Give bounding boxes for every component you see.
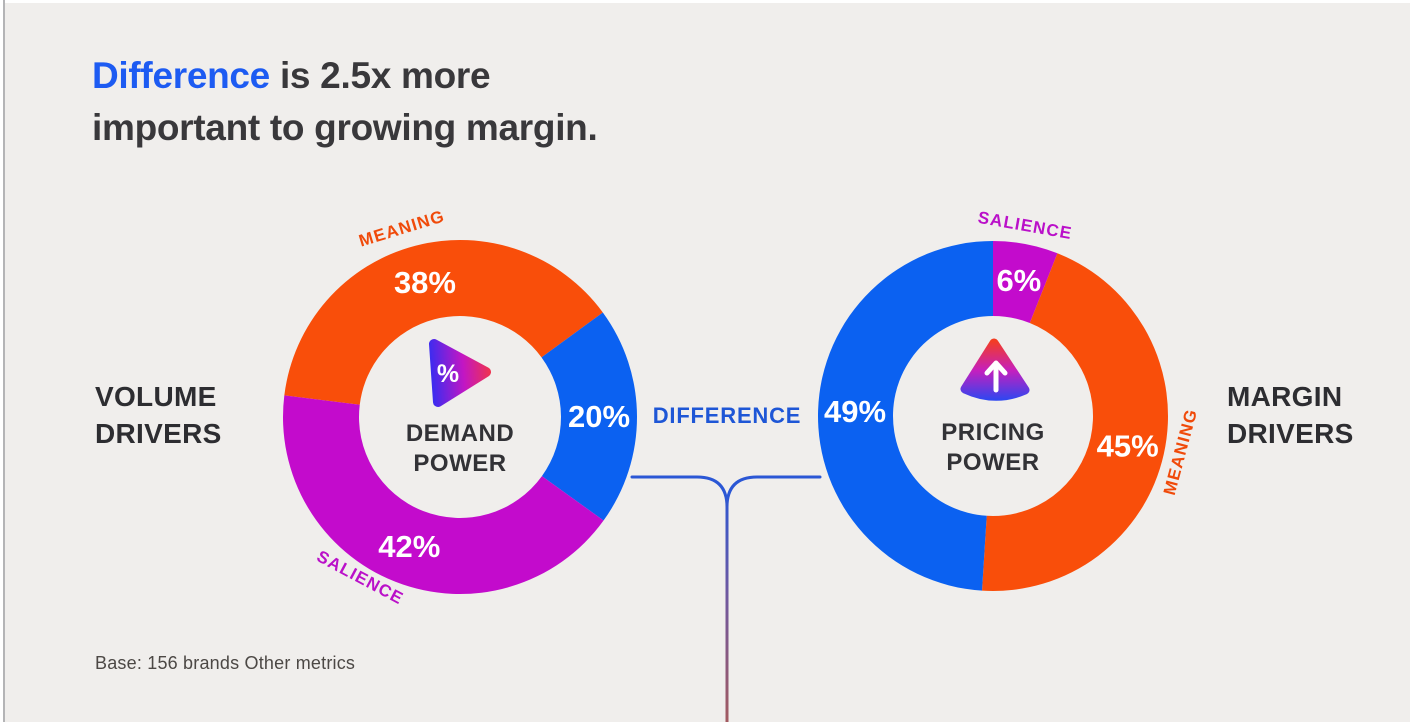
slice-value-label: 38%	[394, 265, 456, 300]
title-line1-rest: is 2.5x more	[269, 55, 491, 96]
window-left-edge	[0, 0, 5, 722]
slice-value-label: 20%	[568, 399, 630, 434]
volume-drivers-label: VOLUME DRIVERS	[95, 381, 222, 449]
connector-bracket	[630, 475, 822, 722]
margin-drivers-label: MARGIN DRIVERS	[1227, 381, 1354, 449]
percent-play-triangle-icon: %	[429, 339, 491, 407]
donut-slice-salience	[993, 241, 1058, 324]
slice-value-label: 45%	[1097, 429, 1159, 464]
title-line2: important to growing margin.	[92, 107, 598, 148]
slice-value-label: 42%	[378, 529, 440, 564]
base-note: Base: 156 brands Other metrics	[95, 653, 356, 673]
slice-value-label: 6%	[996, 263, 1041, 298]
difference-label: DIFFERENCE	[652, 403, 802, 428]
title-highlight: Difference	[92, 55, 270, 96]
demand-power-title: DEMAND POWER	[405, 420, 515, 477]
up-arrow-triangle-icon	[960, 338, 1030, 401]
demand-power-donut: 38% 20% 42%	[283, 240, 638, 594]
donut-slice-difference	[541, 312, 638, 521]
svg-text:%: %	[437, 360, 459, 388]
donut-slice-difference	[818, 241, 993, 591]
donut-slice-salience	[283, 395, 604, 594]
pricing-power-title: PRICING POWER	[941, 419, 1045, 476]
pricing-power-donut: 6% 45% 49%	[818, 241, 1168, 591]
slice-value-label: 49%	[824, 394, 886, 429]
page-title: Difference is 2.5x more important to grow…	[92, 50, 598, 154]
donut-slice-meaning	[982, 253, 1168, 591]
window-top-edge	[0, 0, 1410, 3]
donut-slice-meaning	[284, 240, 603, 405]
